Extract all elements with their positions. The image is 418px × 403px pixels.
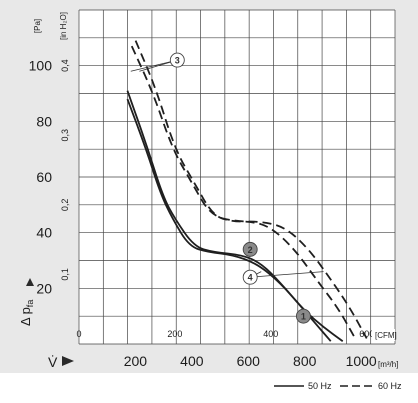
m3h-tick-label: 600 bbox=[237, 353, 261, 369]
callout-circle-4 bbox=[242, 269, 258, 285]
inh2o-tick-label: 0,2 bbox=[60, 199, 70, 212]
cfm-unit-label: [CFM] bbox=[375, 331, 397, 340]
gridlines bbox=[78, 9, 396, 345]
inh2o-tick-label: 0,4 bbox=[60, 59, 70, 72]
cfm-unit-bg bbox=[372, 329, 395, 341]
callout-leader bbox=[130, 59, 178, 72]
callout-label-2: 2 bbox=[248, 245, 253, 255]
callout-circle-3 bbox=[169, 52, 185, 68]
callout-label-3: 3 bbox=[175, 56, 180, 66]
pa-tick-label: 100 bbox=[29, 58, 53, 74]
y-axis-label-sub: fa bbox=[25, 300, 35, 308]
cfm-tick-label: 0 bbox=[76, 329, 81, 339]
pa-unit-label: [Pa] bbox=[33, 19, 42, 33]
m3h-tick-label: 1000 bbox=[346, 353, 377, 369]
inh2o-tick-label: 0,3 bbox=[60, 129, 70, 142]
y-axis-arrow bbox=[26, 278, 34, 286]
legend-strip bbox=[0, 373, 418, 403]
cfm-tick-label: 600 bbox=[359, 329, 374, 339]
curve-60hz-1 bbox=[134, 40, 356, 339]
callout-label-4: 4 bbox=[248, 273, 253, 283]
curves bbox=[126, 40, 368, 342]
m3h-unit-label: [m³/h] bbox=[378, 360, 398, 369]
pa-tick-label: 80 bbox=[36, 113, 52, 129]
legend: 50 Hz 60 Hz bbox=[274, 381, 402, 391]
cfm-tick-label: 200 bbox=[167, 329, 182, 339]
legend-label-50hz: 50 Hz bbox=[308, 381, 332, 391]
callout-label-1: 1 bbox=[301, 312, 306, 322]
pa-tick-label: 20 bbox=[36, 280, 52, 296]
x-axis-label: V̇ bbox=[48, 354, 58, 370]
m3h-tick-label: 200 bbox=[124, 353, 148, 369]
m3h-strip bbox=[79, 348, 418, 372]
m3h-tick-label: 400 bbox=[180, 353, 204, 369]
legend-label-60hz: 60 Hz bbox=[378, 381, 402, 391]
callouts: 3 4 2 1 bbox=[130, 52, 324, 324]
callout-leader bbox=[250, 271, 324, 278]
inh2o-tick-label: 0,1 bbox=[60, 268, 70, 281]
inh2o-unit-label: [in H₂O] bbox=[59, 12, 68, 40]
pa-tick-label: 60 bbox=[36, 169, 52, 185]
curve-50hz-2 bbox=[126, 98, 344, 342]
callout-circle-2 bbox=[242, 241, 258, 257]
pa-tick-label: 40 bbox=[36, 225, 52, 241]
x-axis-arrow bbox=[62, 356, 74, 366]
curve-60hz-2 bbox=[130, 45, 368, 339]
cfm-tick-label: 400 bbox=[263, 329, 278, 339]
m3h-tick-label: 800 bbox=[293, 353, 317, 369]
callout-circle-1 bbox=[295, 308, 311, 324]
